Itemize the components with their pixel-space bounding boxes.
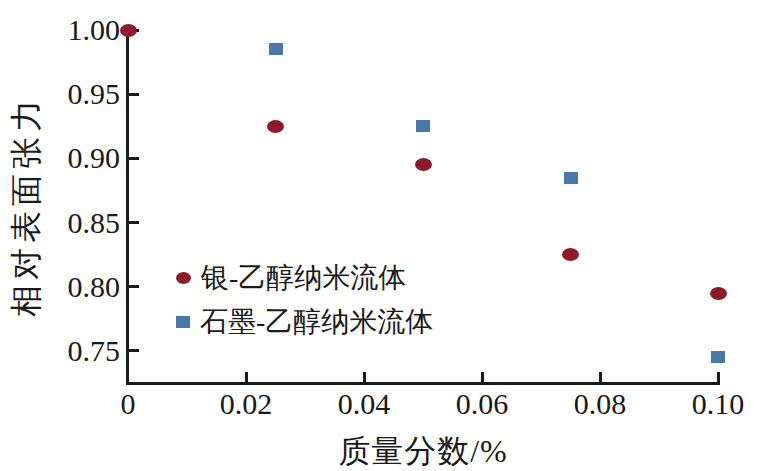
legend-item-graphite-ethanol: 石墨-乙醇纳米流体 [176, 300, 433, 344]
x-axis-line [126, 382, 720, 385]
x-tick-label: 0.08 [574, 387, 627, 421]
data-point-circle [267, 120, 284, 133]
data-point-square [711, 351, 725, 363]
legend-label-silver-ethanol: 银-乙醇纳米流体 [201, 264, 406, 292]
legend-marker-circle-icon [176, 272, 191, 284]
y-tick-mark [128, 349, 139, 352]
x-tick-mark [717, 372, 720, 383]
y-tick-label: 0.95 [40, 75, 120, 113]
y-tick-mark [128, 285, 139, 288]
y-tick-label: 0.75 [40, 332, 120, 370]
x-tick-mark [363, 372, 366, 383]
x-tick-label: 0 [121, 387, 136, 421]
x-tick-mark [245, 372, 248, 383]
x-axis-title: 质量分数/% [338, 430, 508, 471]
y-axis-title: 相对表面张力 [5, 95, 49, 317]
scatter-chart-figure: 0 0.02 0.04 0.06 0.08 0.10 0.75 0.80 0.85 0.90 0.9… [0, 0, 763, 471]
legend-marker-square-icon [176, 316, 190, 328]
x-tick-label: 0.04 [338, 387, 391, 421]
y-tick-mark [128, 157, 139, 160]
legend: 银-乙醇纳米流体 石墨-乙醇纳米流体 [176, 256, 433, 344]
data-point-square [564, 172, 578, 184]
data-point-circle [120, 24, 137, 37]
y-tick-label: 0.85 [40, 204, 120, 242]
legend-label-graphite-ethanol: 石墨-乙醇纳米流体 [200, 308, 433, 336]
data-point-circle [562, 248, 579, 261]
y-tick-label: 1.00 [40, 11, 120, 49]
legend-item-silver-ethanol: 银-乙醇纳米流体 [176, 256, 433, 300]
y-tick-mark [128, 93, 139, 96]
data-point-square [416, 120, 430, 132]
data-point-circle [415, 158, 432, 171]
x-tick-label: 0.06 [456, 387, 509, 421]
x-tick-mark [599, 372, 602, 383]
x-tick-label: 0.02 [220, 387, 273, 421]
y-tick-label: 0.80 [40, 268, 120, 306]
x-tick-mark [481, 372, 484, 383]
data-point-square [269, 43, 283, 55]
y-tick-mark [128, 221, 139, 224]
data-point-circle [710, 287, 727, 300]
y-axis-line [126, 28, 129, 385]
x-tick-label: 0.10 [692, 387, 745, 421]
y-tick-label: 0.90 [40, 139, 120, 177]
